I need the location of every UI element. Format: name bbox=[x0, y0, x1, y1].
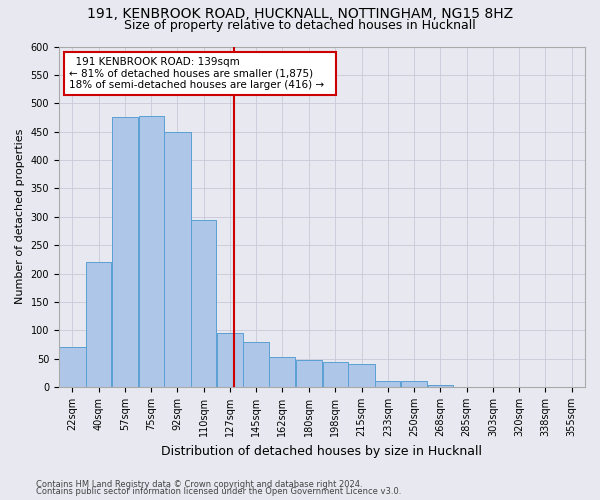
Text: Contains public sector information licensed under the Open Government Licence v3: Contains public sector information licen… bbox=[36, 488, 401, 496]
Bar bbox=[269, 357, 295, 387]
Bar bbox=[401, 381, 427, 387]
Bar bbox=[217, 333, 243, 387]
Text: 191 KENBROOK ROAD: 139sqm
← 81% of detached houses are smaller (1,875)
18% of se: 191 KENBROOK ROAD: 139sqm ← 81% of detac… bbox=[70, 56, 331, 90]
Bar bbox=[244, 342, 269, 387]
Y-axis label: Number of detached properties: Number of detached properties bbox=[15, 129, 25, 304]
Text: Size of property relative to detached houses in Hucknall: Size of property relative to detached ho… bbox=[124, 18, 476, 32]
X-axis label: Distribution of detached houses by size in Hucknall: Distribution of detached houses by size … bbox=[161, 444, 482, 458]
Bar bbox=[349, 364, 375, 387]
Bar bbox=[428, 386, 453, 387]
Text: 191, KENBROOK ROAD, HUCKNALL, NOTTINGHAM, NG15 8HZ: 191, KENBROOK ROAD, HUCKNALL, NOTTINGHAM… bbox=[87, 8, 513, 22]
Bar bbox=[139, 116, 164, 387]
Text: Contains HM Land Registry data © Crown copyright and database right 2024.: Contains HM Land Registry data © Crown c… bbox=[36, 480, 362, 489]
Bar bbox=[164, 132, 191, 387]
Bar bbox=[112, 118, 138, 387]
Bar bbox=[191, 220, 216, 387]
Bar bbox=[296, 360, 322, 387]
Bar bbox=[323, 362, 348, 387]
Bar bbox=[86, 262, 111, 387]
Bar bbox=[59, 348, 86, 387]
Bar bbox=[376, 381, 400, 387]
